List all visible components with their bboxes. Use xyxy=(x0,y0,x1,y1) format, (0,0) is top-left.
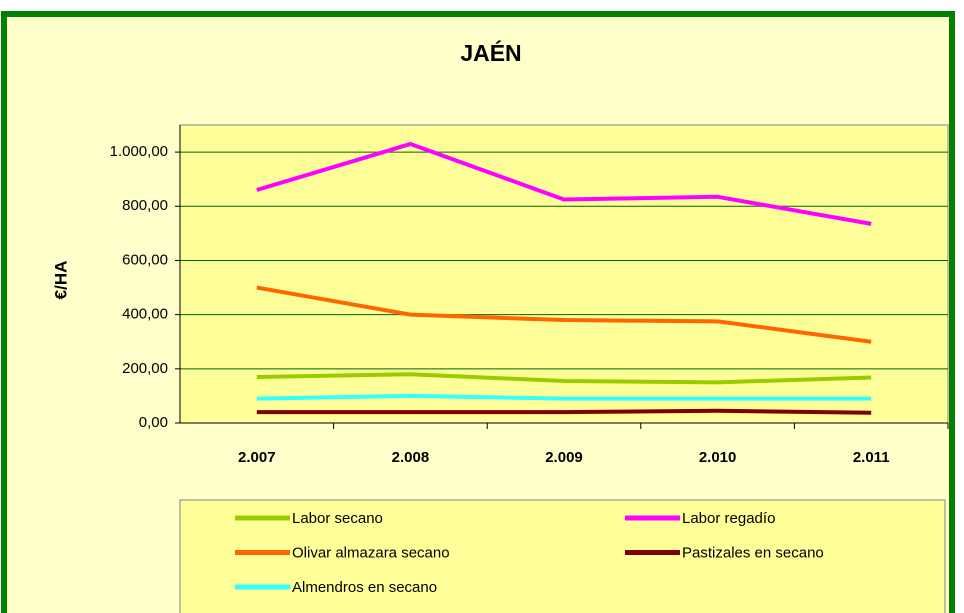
legend-label: Olivar almazara secano xyxy=(292,544,450,561)
y-axis-label: €/HA xyxy=(51,261,70,300)
legend-label: Almendros en secano xyxy=(292,579,437,596)
y-tick-label: 800,00 xyxy=(122,197,168,214)
x-tick-label: 2.008 xyxy=(392,449,430,466)
x-tick-label: 2.011 xyxy=(853,449,890,466)
x-tick-label: 2.009 xyxy=(545,449,583,466)
series-line xyxy=(256,141,872,226)
legend-label: Pastizales en secano xyxy=(682,544,824,561)
series-line xyxy=(256,372,872,385)
legend-label: Labor secano xyxy=(292,510,383,527)
x-tick-label: 2.010 xyxy=(699,449,737,466)
legend xyxy=(179,499,946,613)
series-line xyxy=(256,285,872,344)
y-tick-label: 0,00 xyxy=(139,414,168,431)
y-tick-label: 1.000,00 xyxy=(110,143,168,160)
chart-title: JAÉN xyxy=(460,39,521,66)
y-tick-label: 400,00 xyxy=(122,306,168,323)
series-line xyxy=(256,393,872,401)
x-tick-label: 2.007 xyxy=(238,449,276,466)
y-tick-label: 200,00 xyxy=(122,360,168,377)
series-line xyxy=(256,408,872,415)
legend-label: Labor regadío xyxy=(682,510,775,527)
y-tick-label: 600,00 xyxy=(122,251,168,268)
